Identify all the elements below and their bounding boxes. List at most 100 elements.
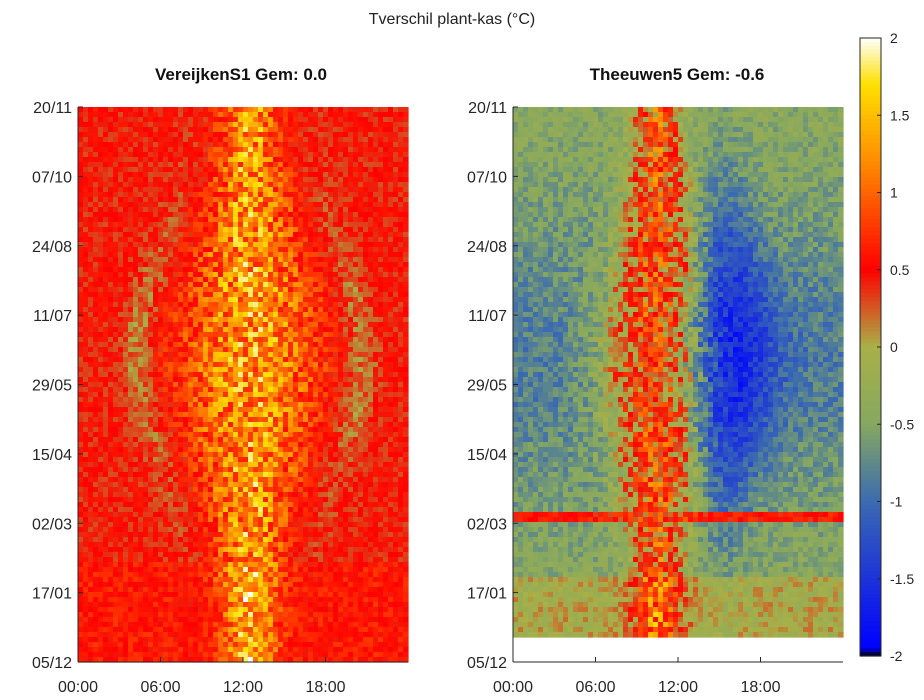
heatmap-cell [258, 357, 264, 363]
heatmap-cell [128, 362, 134, 368]
heatmap-cell [83, 212, 89, 218]
heatmap-cell [88, 112, 94, 118]
heatmap-cell [143, 152, 149, 158]
heatmap-cell [403, 367, 409, 373]
heatmap-cell [313, 442, 319, 448]
heatmap-cell [98, 332, 104, 338]
heatmap-cell [373, 362, 379, 368]
heatmap-cell [93, 432, 99, 438]
heatmap-cell [238, 442, 244, 448]
heatmap-cell [318, 282, 324, 288]
heatmap-cell [238, 207, 244, 213]
heatmap-cell [233, 457, 239, 463]
heatmap-cell [178, 342, 184, 348]
heatmap-cell [108, 192, 114, 198]
heatmap-cell [208, 247, 214, 253]
heatmap-cell [383, 117, 389, 123]
heatmap-cell [268, 162, 274, 168]
heatmap-cell [323, 147, 329, 153]
heatmap-cell [113, 457, 119, 463]
heatmap-cell [128, 472, 134, 478]
heatmap-cell [193, 367, 199, 373]
heatmap-cell [103, 437, 109, 443]
heatmap-cell [173, 147, 179, 153]
heatmap-cell [218, 162, 224, 168]
heatmap-cell [198, 152, 204, 158]
heatmap-cell [313, 367, 319, 373]
heatmap-cell [383, 412, 389, 418]
heatmap-cell [138, 357, 144, 363]
heatmap-cell [133, 407, 139, 413]
heatmap-cell [123, 367, 129, 373]
heatmap-cell [188, 272, 194, 278]
heatmap-cell [343, 152, 349, 158]
heatmap-cell [238, 227, 244, 233]
heatmap-cell [163, 362, 169, 368]
heatmap-cell [243, 377, 249, 383]
heatmap-cell [183, 347, 189, 353]
heatmap-cell [248, 437, 254, 443]
heatmap-cell [373, 377, 379, 383]
heatmap-cell [138, 362, 144, 368]
heatmap-cell [348, 397, 354, 403]
heatmap-cell [273, 447, 279, 453]
heatmap-cell [258, 372, 264, 378]
heatmap-cell [108, 422, 114, 428]
heatmap-cell [193, 272, 199, 278]
heatmap-cell [108, 477, 114, 483]
heatmap-cell [233, 187, 239, 193]
heatmap-cell [393, 217, 399, 223]
heatmap-cell [298, 422, 304, 428]
heatmap-cell [283, 147, 289, 153]
heatmap-cell [108, 457, 114, 463]
heatmap-cell [188, 342, 194, 348]
heatmap-cell [248, 402, 254, 408]
heatmap-cell [363, 262, 369, 268]
heatmap-cell [213, 157, 219, 163]
heatmap-cell [253, 242, 259, 248]
heatmap-cell [188, 197, 194, 203]
heatmap-cell [333, 207, 339, 213]
heatmap-cell [193, 352, 199, 358]
heatmap-cell [273, 127, 279, 133]
heatmap-cell [168, 127, 174, 133]
heatmap-cell [383, 452, 389, 458]
heatmap-cell [103, 302, 109, 308]
heatmap-cell [393, 262, 399, 268]
heatmap-cell [88, 142, 94, 148]
heatmap-cell [353, 192, 359, 198]
heatmap-cell [288, 367, 294, 373]
heatmap-cell [293, 282, 299, 288]
heatmap-cell [243, 122, 249, 128]
heatmap-cell [178, 147, 184, 153]
heatmap-cell [148, 362, 154, 368]
heatmap-cell [88, 307, 94, 313]
heatmap-cell [288, 357, 294, 363]
heatmap-cell [178, 182, 184, 188]
heatmap-cell [353, 187, 359, 193]
heatmap-cell [163, 192, 169, 198]
heatmap-cell [173, 387, 179, 393]
heatmap-cell [273, 242, 279, 248]
heatmap-cell [78, 472, 84, 478]
heatmap-cell [303, 387, 309, 393]
heatmap-cell [98, 312, 104, 318]
heatmap-cell [323, 112, 329, 118]
heatmap-cell [383, 172, 389, 178]
heatmap-cell [328, 297, 334, 303]
heatmap-cell [373, 452, 379, 458]
heatmap-cell [328, 172, 334, 178]
heatmap-cell [353, 277, 359, 283]
heatmap-cell [283, 302, 289, 308]
heatmap-cell [393, 277, 399, 283]
heatmap-cell [218, 307, 224, 313]
heatmap-cell [253, 467, 259, 473]
heatmap-cell [298, 242, 304, 248]
heatmap-cell [173, 167, 179, 173]
heatmap-cell [153, 327, 159, 333]
heatmap-cell [333, 117, 339, 123]
heatmap-cell [383, 402, 389, 408]
heatmap-cell [238, 217, 244, 223]
heatmap-cell [233, 262, 239, 268]
heatmap-cell [258, 287, 264, 293]
